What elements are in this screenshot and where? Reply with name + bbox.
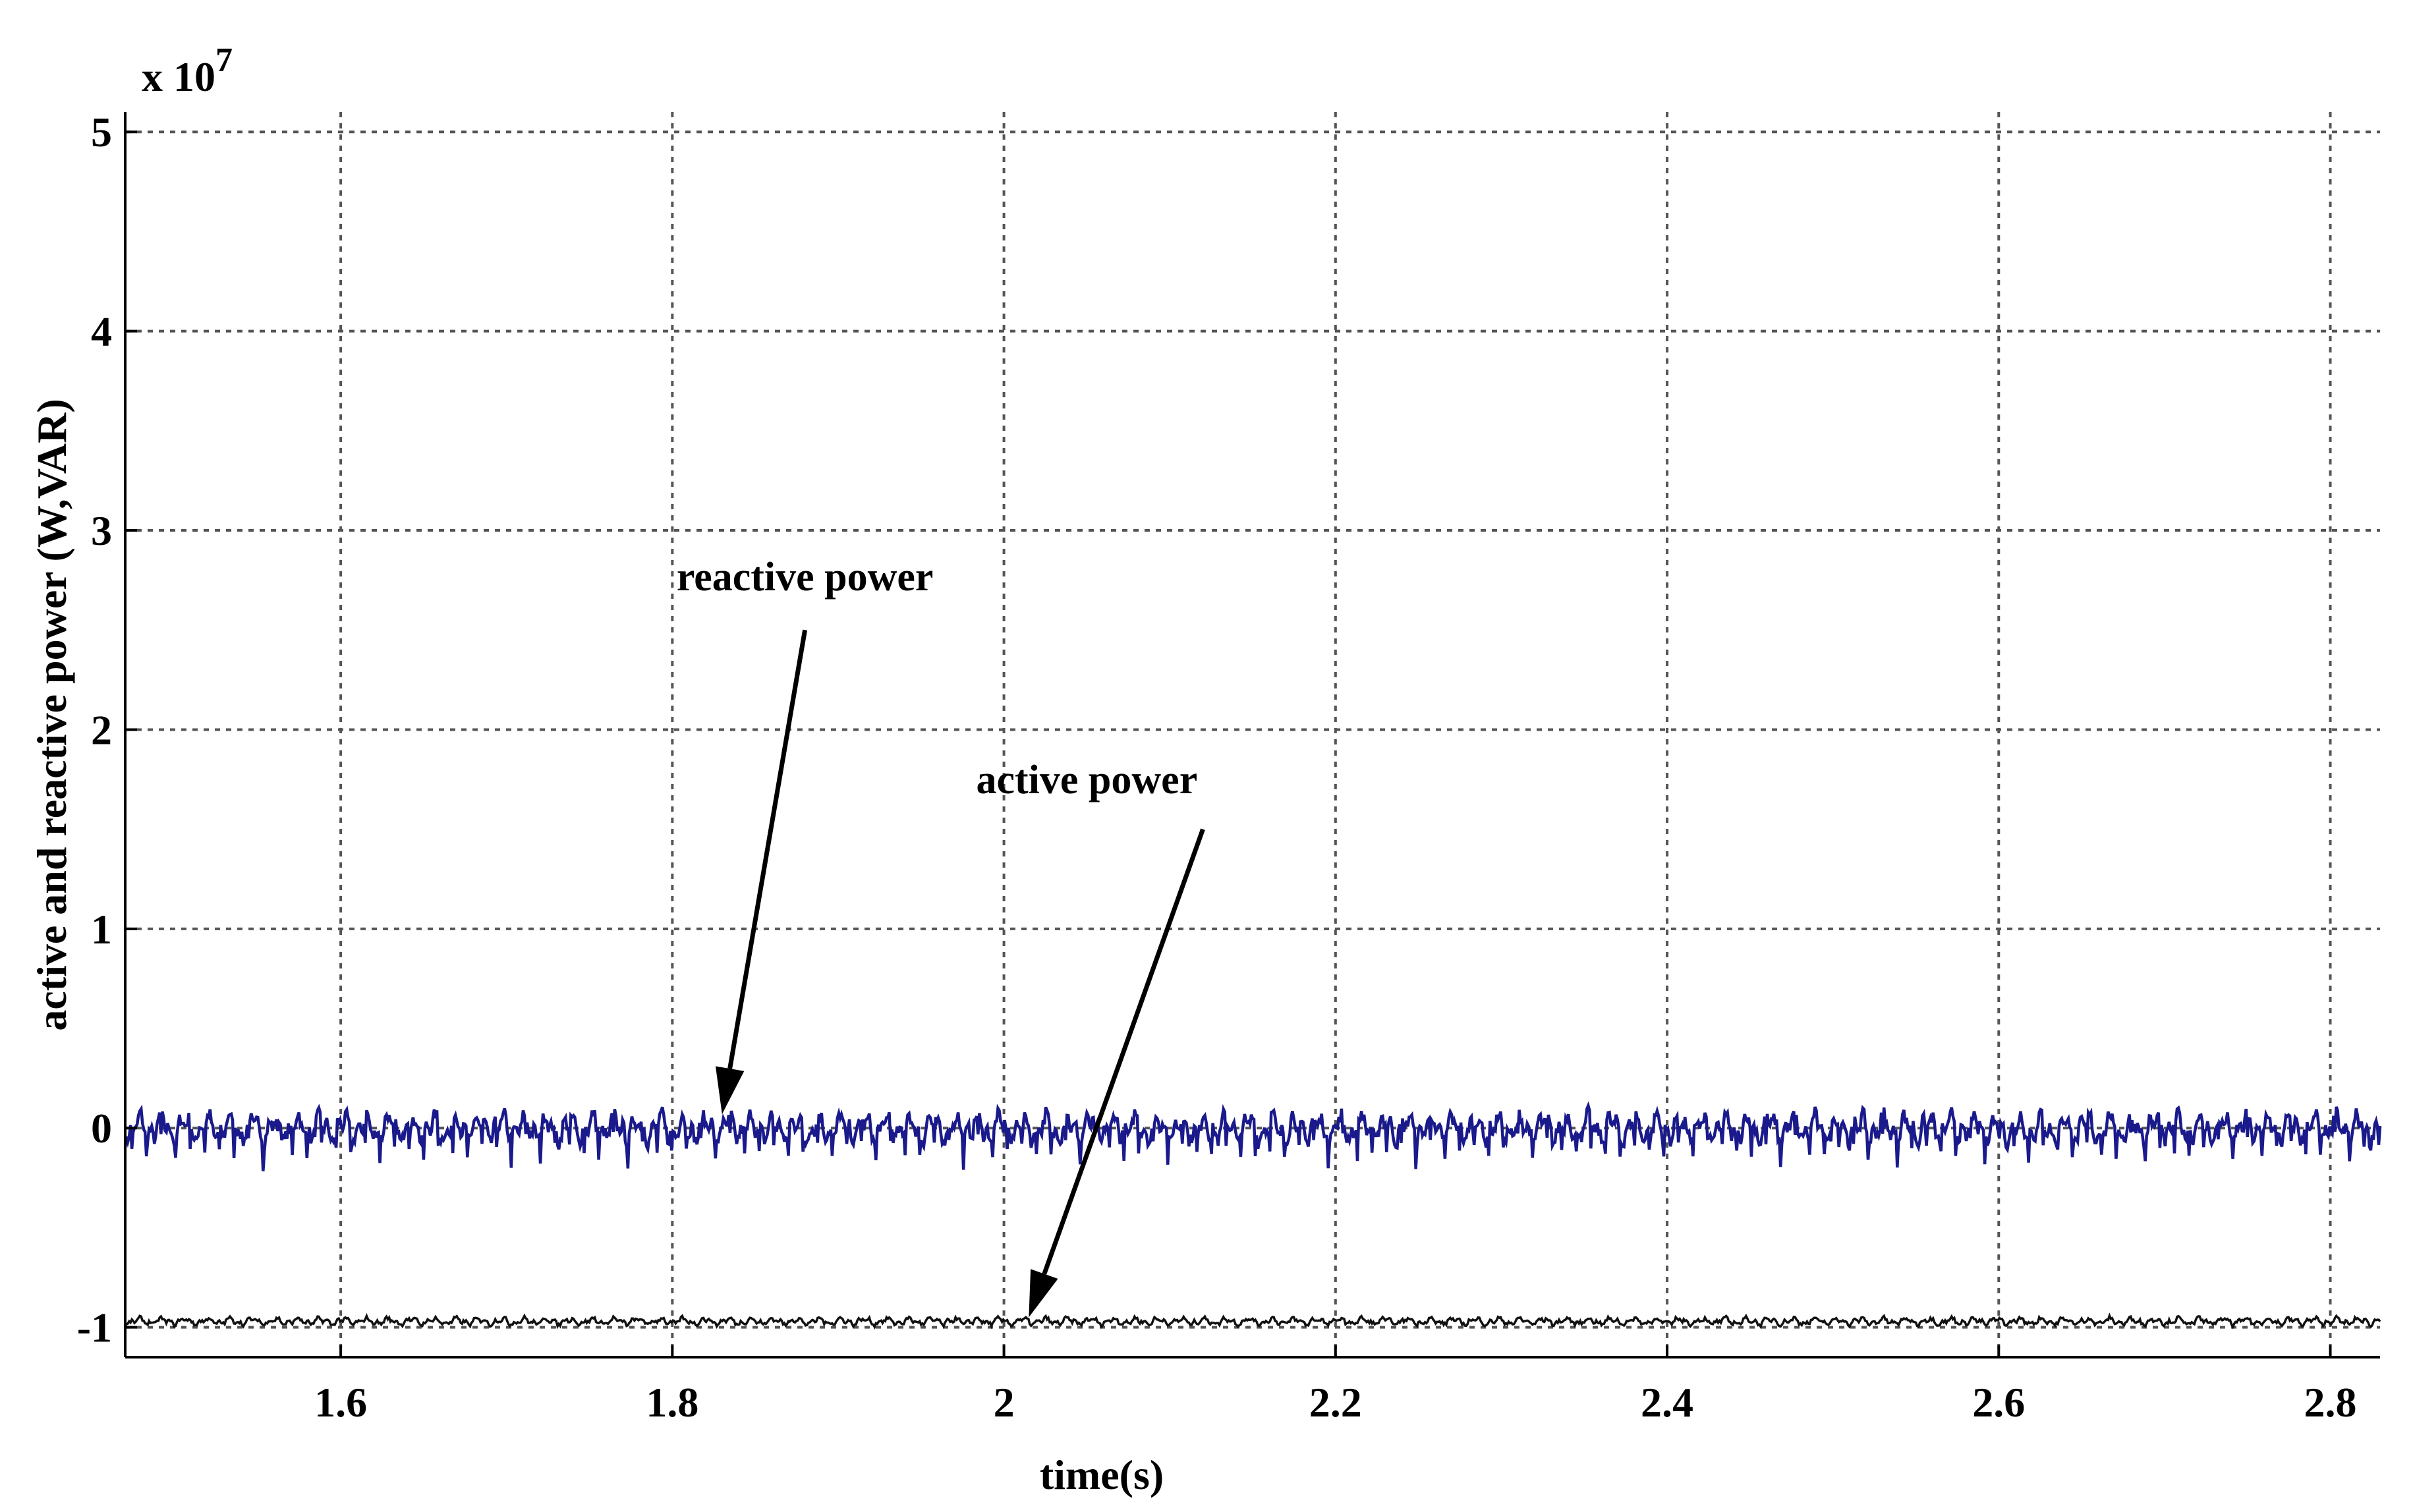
x-tick-label: 2.2	[1309, 1379, 1362, 1426]
y-tick-label: 1	[91, 906, 112, 953]
y-tick-label: -1	[77, 1304, 112, 1351]
y-multiplier: x 107	[142, 42, 233, 100]
y-tick-label: 2	[91, 706, 112, 753]
y-tick-label: 4	[91, 308, 112, 355]
x-tick-label: 1.6	[314, 1379, 367, 1426]
x-tick-label: 2	[994, 1379, 1015, 1426]
series-layer	[123, 1101, 2382, 1330]
y-tick-label: 3	[91, 507, 112, 554]
annotation-arrow	[1042, 828, 1205, 1275]
annotation-label: reactive power	[677, 555, 934, 600]
x-tick-label: 2.4	[1641, 1379, 1693, 1426]
axes	[124, 112, 2380, 1358]
x-axis-label: time(s)	[1040, 1451, 1164, 1498]
tick-labels: 1.6 1.8 2 2.2 2.4 2.6 2.8 -1 0 1 2 3 4 5	[77, 109, 2357, 1426]
grid	[125, 112, 2380, 1357]
y-tick-label: 0	[91, 1105, 112, 1152]
y-multiplier-base: x 10	[142, 53, 215, 100]
series-line-reactive-power	[123, 1101, 2382, 1171]
series-line-active-power	[124, 1312, 2381, 1330]
x-tick-label: 2.6	[1972, 1379, 2025, 1426]
annotations: reactive power active power	[677, 555, 1205, 1318]
y-tick-label: 5	[91, 109, 112, 155]
y-multiplier-exponent: 7	[215, 42, 233, 79]
annotation-arrowhead	[1029, 1269, 1058, 1318]
annotation-label: active power	[977, 758, 1198, 802]
x-tick-label: 2.8	[2304, 1379, 2357, 1426]
annotation-arrow	[727, 629, 808, 1069]
annotation-arrowhead	[715, 1066, 745, 1115]
y-axis-label: active and reactive power (W,VAR)	[28, 399, 75, 1030]
x-tick-label: 1.8	[646, 1379, 698, 1426]
